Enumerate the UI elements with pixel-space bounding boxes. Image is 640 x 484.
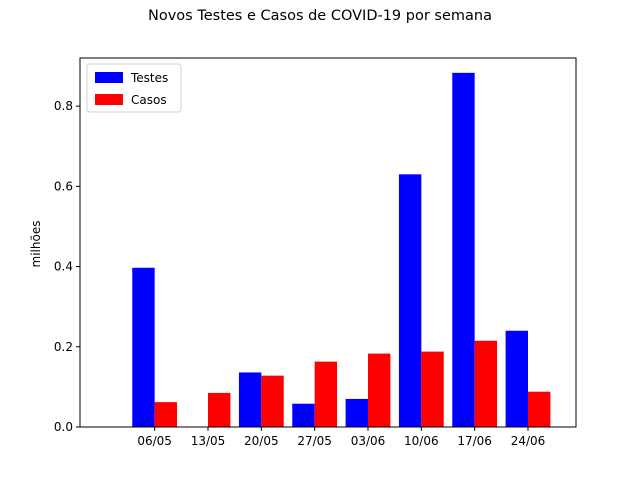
bar-testes-3 bbox=[292, 403, 315, 427]
bar-testes-6 bbox=[452, 72, 475, 428]
y-axis-label: milhões bbox=[29, 221, 43, 268]
bars-layer bbox=[132, 72, 551, 428]
y-tick-label: 0.6 bbox=[54, 179, 73, 193]
bar-testes-2 bbox=[238, 372, 262, 427]
bar-casos-2 bbox=[261, 375, 284, 427]
y-tick-label: 0.8 bbox=[54, 99, 73, 113]
chart-title: Novos Testes e Casos de COVID-19 por sem… bbox=[148, 8, 492, 24]
y-tick-label: 0.2 bbox=[54, 340, 73, 354]
axes-layer: 0.0 0.2 0.4 0.6 0.8 06/05 13/05 20/05 27/05 03/06… bbox=[54, 57, 577, 448]
bar-casos-0 bbox=[154, 402, 178, 427]
x-tick-label: 10/06 bbox=[404, 434, 439, 448]
legend-label-casos: Casos bbox=[131, 93, 167, 107]
bar-casos-3 bbox=[314, 361, 338, 427]
bar-casos-7 bbox=[528, 391, 551, 427]
bar-testes-0 bbox=[132, 267, 155, 427]
y-tick-label: 0.4 bbox=[54, 260, 73, 274]
bar-testes-5 bbox=[398, 174, 422, 427]
bar-casos-1 bbox=[208, 392, 231, 427]
legend: Testes Casos bbox=[86, 63, 182, 113]
bar-testes-4 bbox=[345, 398, 368, 427]
bar-casos-4 bbox=[368, 353, 391, 427]
x-tick-label: 24/06 bbox=[511, 434, 546, 448]
x-tick-label: 03/06 bbox=[351, 434, 386, 448]
x-tick-label: 13/05 bbox=[191, 434, 226, 448]
plot-frame bbox=[79, 57, 577, 428]
bar-casos-6 bbox=[474, 340, 498, 427]
legend-swatch-casos bbox=[95, 94, 123, 105]
bar-testes-7 bbox=[505, 330, 528, 427]
legend-swatch-testes bbox=[95, 72, 123, 83]
x-tick-label: 20/05 bbox=[244, 434, 279, 448]
bar-casos-5 bbox=[421, 351, 444, 427]
x-tick-label: 06/05 bbox=[137, 434, 172, 448]
y-tick-label: 0.0 bbox=[54, 420, 73, 434]
x-tick-label: 27/05 bbox=[297, 434, 332, 448]
legend-label-testes: Testes bbox=[130, 71, 168, 85]
x-tick-label: 17/06 bbox=[457, 434, 492, 448]
